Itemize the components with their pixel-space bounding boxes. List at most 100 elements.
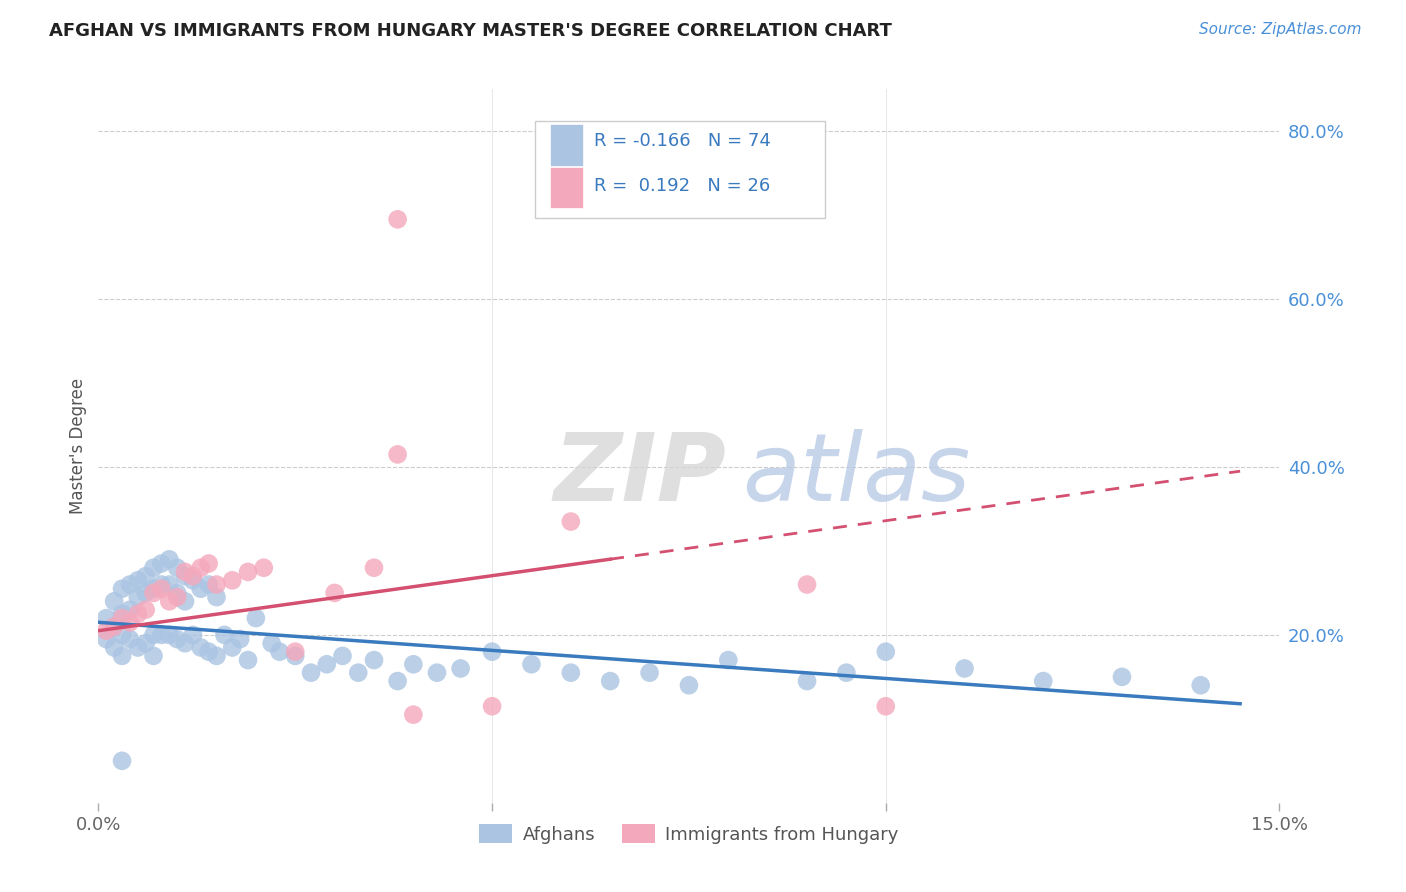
Text: R = -0.166   N = 74: R = -0.166 N = 74 (595, 132, 772, 150)
Point (142, 560, 165, 574)
Point (875, 699, 897, 714)
Point (796, 577, 818, 591)
Point (150, 577, 173, 591)
Point (638, 665, 661, 680)
Point (332, 648, 354, 663)
Point (118, 632, 141, 646)
FancyBboxPatch shape (536, 121, 825, 218)
Point (157, 594, 180, 608)
Text: Source: ZipAtlas.com: Source: ZipAtlas.com (1198, 22, 1361, 37)
Point (103, 640, 125, 655)
Point (118, 603, 141, 617)
Point (118, 577, 141, 591)
Point (363, 653, 385, 667)
Point (835, 665, 858, 680)
Point (450, 661, 472, 675)
Point (127, 574, 149, 588)
Point (387, 212, 409, 227)
Point (166, 586, 188, 600)
Point (157, 577, 180, 591)
Point (142, 582, 165, 596)
Point (1032, 674, 1054, 689)
Point (717, 653, 740, 667)
Point (127, 607, 149, 621)
Point (599, 674, 621, 689)
Point (299, 665, 322, 680)
Point (253, 560, 276, 574)
Point (205, 648, 228, 663)
Point (221, 574, 243, 588)
Point (387, 674, 409, 689)
Point (214, 628, 236, 642)
Point (481, 699, 503, 714)
Point (560, 665, 582, 680)
Point (166, 560, 188, 574)
Point (205, 590, 228, 604)
Point (135, 603, 157, 617)
Point (1111, 670, 1133, 684)
Point (284, 645, 307, 659)
Point (520, 657, 543, 672)
Point (127, 640, 149, 655)
Point (315, 657, 337, 672)
Point (111, 582, 134, 596)
Point (363, 560, 385, 574)
Point (197, 577, 219, 591)
Point (174, 565, 197, 579)
Point (111, 648, 134, 663)
Point (236, 653, 259, 667)
Point (260, 636, 283, 650)
Text: AFGHAN VS IMMIGRANTS FROM HUNGARY MASTER'S DEGREE CORRELATION CHART: AFGHAN VS IMMIGRANTS FROM HUNGARY MASTER… (49, 22, 891, 40)
Bar (550, 124, 582, 166)
Text: R =  0.192   N = 26: R = 0.192 N = 26 (595, 177, 770, 194)
Point (174, 636, 197, 650)
Point (111, 611, 134, 625)
Point (103, 619, 125, 633)
Point (96, 624, 118, 638)
Point (387, 447, 409, 461)
Point (953, 661, 976, 675)
Point (197, 557, 219, 571)
Point (111, 754, 134, 768)
Point (157, 552, 180, 566)
Bar (550, 167, 582, 209)
Point (426, 665, 449, 680)
Point (118, 615, 141, 630)
Point (111, 607, 134, 621)
Point (190, 582, 212, 596)
Point (142, 586, 165, 600)
Point (142, 628, 165, 642)
Point (96, 632, 118, 646)
Point (796, 674, 818, 689)
Point (481, 645, 503, 659)
Point (323, 586, 346, 600)
Point (221, 640, 243, 655)
Point (181, 574, 204, 588)
Text: atlas: atlas (742, 429, 970, 520)
Point (111, 628, 134, 642)
Y-axis label: Master's Degree: Master's Degree (69, 378, 87, 514)
Point (236, 565, 259, 579)
Point (150, 582, 173, 596)
Point (245, 611, 267, 625)
Point (174, 569, 197, 583)
Point (269, 645, 291, 659)
Point (190, 560, 212, 574)
Point (157, 628, 180, 642)
Point (181, 569, 204, 583)
Point (190, 640, 212, 655)
Point (402, 707, 425, 722)
Point (174, 594, 197, 608)
Point (560, 515, 582, 529)
Point (142, 648, 165, 663)
Point (875, 645, 897, 659)
Point (1189, 678, 1212, 692)
Point (166, 590, 188, 604)
Point (150, 557, 173, 571)
Point (103, 619, 125, 633)
Point (96, 611, 118, 625)
Legend: Afghans, Immigrants from Hungary: Afghans, Immigrants from Hungary (472, 817, 905, 851)
Point (135, 636, 157, 650)
Point (678, 678, 700, 692)
Point (347, 665, 370, 680)
